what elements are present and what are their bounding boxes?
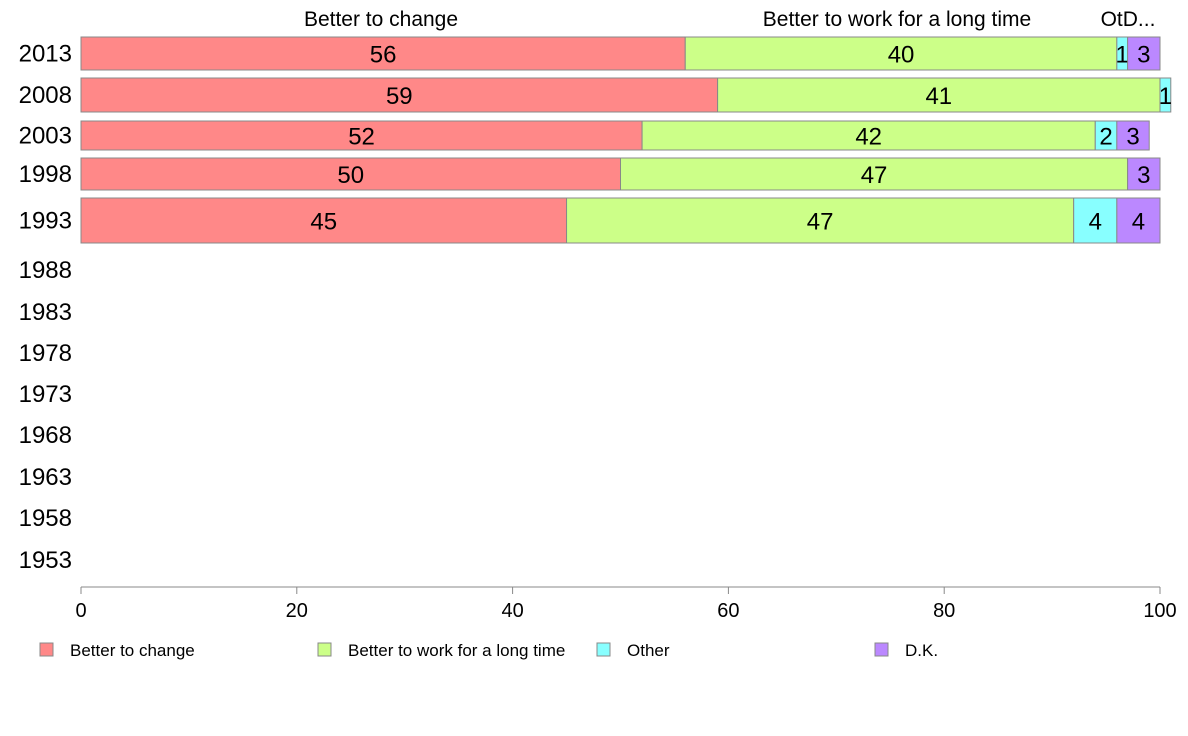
value-label-2013-2: 40 [888, 42, 915, 69]
legend-label-d-k-: D.K. [905, 641, 938, 660]
bar-2008-other [1159, 77, 1172, 113]
bar-1993-better-to-change [80, 197, 568, 244]
bar-1993-d-k- [1116, 197, 1161, 244]
year-label-1968: 1968 [19, 422, 72, 449]
value-label-2003-1: 52 [348, 124, 375, 151]
legend-label-better-to-work-for-a-long-time: Better to work for a long time [348, 641, 565, 660]
bar-2013-d-k- [1127, 36, 1161, 71]
value-label-1993-1: 45 [310, 209, 337, 236]
year-label-1978: 1978 [19, 340, 72, 367]
value-label-2003-3: 2 [1099, 124, 1112, 151]
legend-swatch-d-k- [874, 642, 889, 657]
year-label-2013: 2013 [19, 41, 72, 68]
legend-swatch-better-to-change [39, 642, 54, 657]
legend-label-other: Other [627, 641, 670, 660]
year-label-2008: 2008 [19, 82, 72, 109]
bar-1998-better-to-work-for-a-long-time [620, 157, 1129, 191]
year-label-2003: 2003 [19, 123, 72, 150]
value-label-2003-2: 42 [855, 124, 882, 151]
column-header-2: Better to work for a long time [763, 8, 1031, 31]
year-label-1998: 1998 [19, 161, 72, 188]
bar-2003-d-k- [1116, 120, 1150, 151]
value-label-2008-1: 59 [386, 83, 413, 110]
year-label-1983: 1983 [19, 299, 72, 326]
column-header-1: Better to change [304, 8, 458, 31]
bar-2003-better-to-work-for-a-long-time [641, 120, 1096, 151]
value-label-2008-2: 41 [925, 83, 952, 110]
x-tick-label-60: 60 [717, 600, 739, 622]
value-label-1993-3: 4 [1089, 209, 1102, 236]
bar-1998-better-to-change [80, 157, 621, 191]
year-label-1963: 1963 [19, 464, 72, 491]
value-label-2003-4: 3 [1126, 124, 1139, 151]
year-label-1993: 1993 [19, 208, 72, 235]
bar-2008-better-to-work-for-a-long-time [717, 77, 1161, 113]
value-label-1998-4: 3 [1137, 162, 1150, 189]
bar-1998-d-k- [1127, 157, 1161, 191]
value-label-1993-2: 47 [807, 209, 834, 236]
value-label-1998-2: 47 [861, 162, 888, 189]
year-label-1988: 1988 [19, 257, 72, 284]
value-label-2008-3: 1 [1159, 83, 1172, 110]
bar-2013-better-to-change [80, 36, 686, 71]
legend-label-better-to-change: Better to change [70, 641, 195, 660]
x-tick-label-20: 20 [286, 600, 308, 622]
year-label-1953: 1953 [19, 547, 72, 574]
value-label-2013-3: 1 [1116, 42, 1129, 69]
bar-1993-better-to-work-for-a-long-time [566, 197, 1075, 244]
legend-swatch-other [596, 642, 611, 657]
legend-swatch-better-to-work-for-a-long-time [317, 642, 332, 657]
x-tick-label-80: 80 [933, 600, 955, 622]
column-header-3: OtD... [1101, 8, 1156, 31]
value-label-2013-1: 56 [370, 42, 397, 69]
value-label-1998-1: 50 [337, 162, 364, 189]
x-tick-label-0: 0 [75, 600, 86, 622]
x-tick-label-40: 40 [501, 600, 523, 622]
value-label-2013-4: 3 [1137, 42, 1150, 69]
bar-1993-other [1073, 197, 1118, 244]
year-label-1973: 1973 [19, 381, 72, 408]
year-label-1958: 1958 [19, 505, 72, 532]
bar-2013-better-to-work-for-a-long-time [684, 36, 1118, 71]
x-tick-label-100: 100 [1143, 600, 1176, 622]
bar-2003-better-to-change [80, 120, 643, 151]
value-label-1993-4: 4 [1132, 209, 1145, 236]
